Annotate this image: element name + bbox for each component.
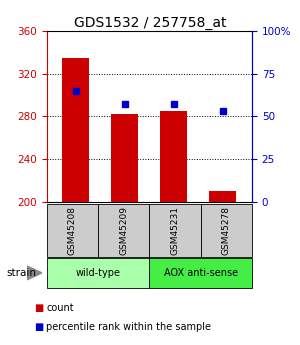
Text: GDS1532 / 257758_at: GDS1532 / 257758_at [74,16,226,30]
Bar [111,114,138,202]
Text: AOX anti-sense: AOX anti-sense [164,268,238,278]
Text: percentile rank within the sample: percentile rank within the sample [46,322,211,332]
Bar [160,111,187,202]
Text: strain: strain [6,268,36,278]
Text: count: count [46,303,74,313]
Text: GSM45231: GSM45231 [170,206,179,255]
Text: GSM45208: GSM45208 [68,206,77,255]
Text: ■: ■ [34,322,44,332]
Bar [209,191,236,202]
Text: ■: ■ [34,303,44,313]
Text: wild-type: wild-type [75,268,120,278]
Polygon shape [27,266,42,280]
Text: GSM45278: GSM45278 [222,206,231,255]
Text: GSM45209: GSM45209 [119,206,128,255]
Bar [62,58,89,202]
